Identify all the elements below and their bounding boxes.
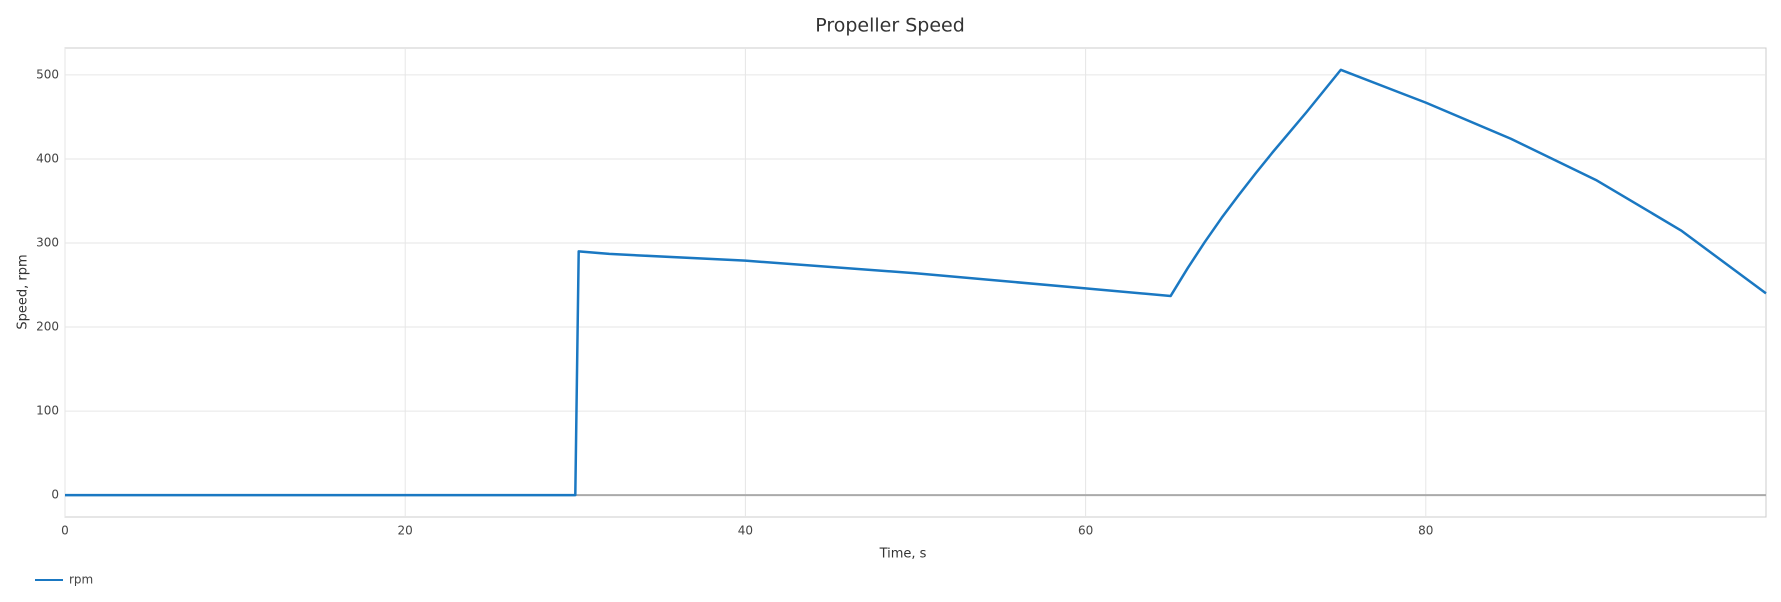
y-tick-label: 400	[36, 151, 59, 165]
x-axis-title: Time, s	[879, 547, 927, 562]
y-tick-label: 0	[51, 488, 59, 502]
y-tick-label: 300	[36, 235, 59, 249]
x-tick-label: 20	[398, 524, 413, 538]
chart-title: Propeller Speed	[815, 15, 965, 37]
plot-area	[64, 47, 1767, 518]
x-tick-label: 0	[61, 524, 69, 538]
y-axis-title: Speed, rpm	[16, 254, 31, 329]
x-tick-label: 80	[1418, 524, 1433, 538]
y-tick-label: 200	[36, 320, 59, 334]
data-line	[65, 68, 1767, 497]
x-tick-label: 40	[738, 524, 753, 538]
y-tick-label: 500	[36, 67, 59, 81]
x-tick-label: 60	[1078, 524, 1093, 538]
legend-label: rpm	[69, 573, 93, 587]
y-tick-label: 100	[36, 404, 59, 418]
